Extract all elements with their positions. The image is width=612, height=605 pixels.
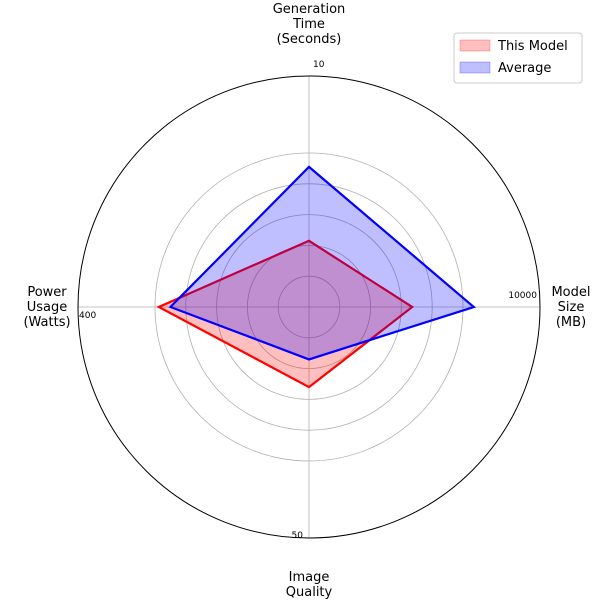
axis-label-line: Power <box>27 285 67 300</box>
axis-label: Model Size (MB) <box>551 285 590 330</box>
axis-label-line: Size <box>558 300 585 315</box>
legend-label-this-model: This Model <box>497 39 568 54</box>
axis-label-line: Generation <box>273 2 346 17</box>
axis-labels: Generation Time (Seconds) 10 Model Size (MB) 10… <box>23 2 590 600</box>
tick-label: 50 <box>292 531 304 541</box>
tick-label: 400 <box>79 311 96 321</box>
axis-label-line: (Seconds) <box>277 32 342 47</box>
legend-swatch-average <box>459 61 491 74</box>
series-fill-0 <box>158 240 413 388</box>
axis-label: Generation Time (Seconds) <box>273 2 346 47</box>
series-fill-1 <box>170 166 474 360</box>
axis-label-line: (Watts) <box>23 315 70 330</box>
legend: This Model Average <box>453 32 583 84</box>
axis-label: Power Usage (Watts) <box>23 285 70 330</box>
axis-label-line: Image <box>289 570 330 585</box>
legend-label-average: Average <box>498 61 551 76</box>
axis-label-line: Usage <box>27 300 68 315</box>
tick-label: 10 <box>313 60 325 70</box>
axis-label-line: Model <box>551 285 590 300</box>
tick-label: 10000 <box>508 291 537 301</box>
axis-label-line: (MB) <box>556 315 586 330</box>
axis-label-line: Time <box>292 17 325 32</box>
grid <box>78 76 540 538</box>
legend-swatch-this-model <box>459 39 491 52</box>
axis-label-line: Quality <box>286 585 333 600</box>
axis-label: Image Quality <box>286 570 333 600</box>
series-layer <box>156 165 477 389</box>
legend-frame <box>453 32 583 84</box>
outer-ring <box>77 75 541 539</box>
